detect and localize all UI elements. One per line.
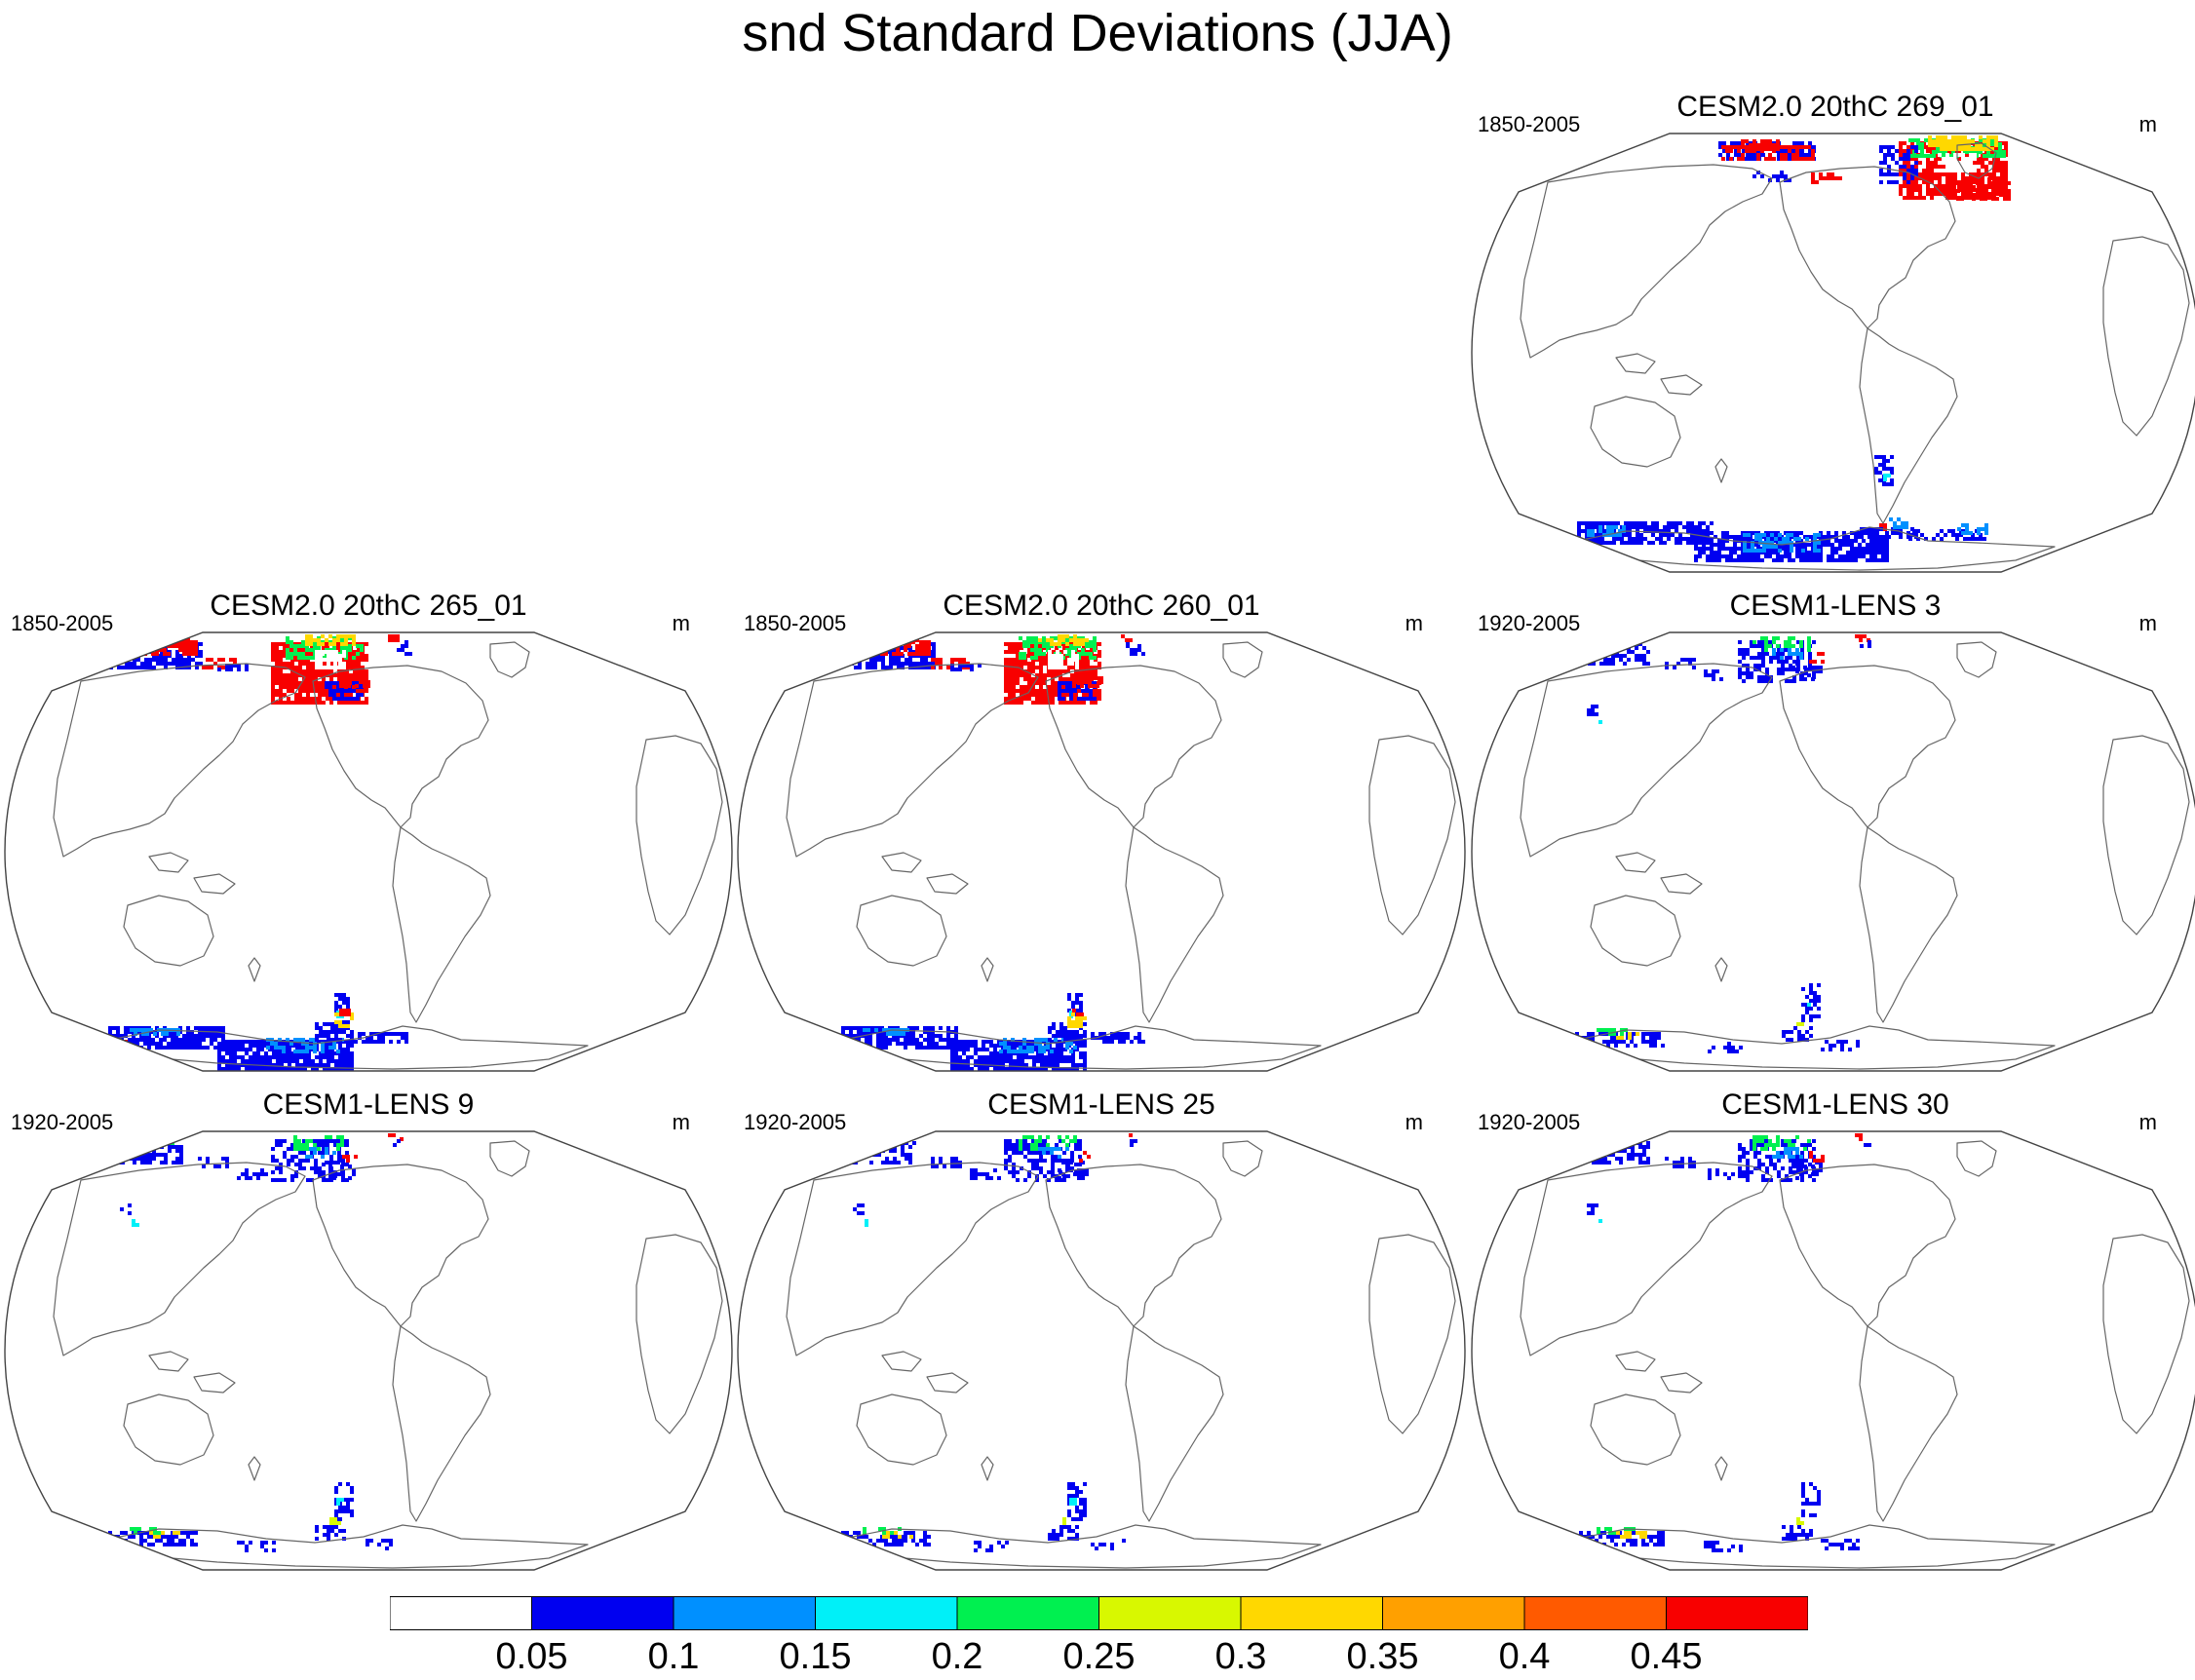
colorbar-swatch: [815, 1596, 958, 1630]
map-outline: [4, 631, 733, 1072]
colorbar-label: 0.25: [1062, 1636, 1136, 1677]
colorbar-label: 0.3: [1214, 1636, 1267, 1677]
coastlines: [1520, 641, 2190, 1070]
panel-period: 1920-2005: [11, 1110, 114, 1134]
colorbar-label: 0.15: [779, 1636, 852, 1677]
panel-period: 1850-2005: [744, 611, 847, 635]
map-outline: [1471, 133, 2195, 573]
world-map: [4, 1130, 733, 1571]
map-background: [5, 1131, 732, 1570]
coastlines: [53, 641, 723, 1070]
colorbar-swatch: [1240, 1596, 1383, 1630]
panel-period: 1920-2005: [1478, 1110, 1581, 1134]
panel-period: 1850-2005: [11, 611, 114, 635]
colorbar-label: 0.4: [1498, 1636, 1551, 1677]
coastlines: [1520, 142, 2190, 571]
panel-title: CESM2.0 20thC 265_01: [210, 590, 527, 622]
colorbar-swatch: [673, 1596, 816, 1630]
panel-unit: m: [2138, 1110, 2157, 1134]
map-panel-lens-30: CESM1-LENS 30 1920-2005 m: [1470, 1088, 2195, 1581]
colorbar-swatch: [390, 1596, 532, 1630]
map-panel-lens-3: CESM1-LENS 3 1920-2005 m: [1470, 590, 2195, 1082]
panel-title: CESM2.0 20thC 260_01: [943, 590, 1260, 622]
panel-title: CESM1-LENS 3: [1729, 590, 1942, 622]
snow-field: [105, 634, 412, 1071]
map-background: [1472, 1131, 2195, 1570]
panel-title: CESM1-LENS 25: [987, 1088, 1215, 1121]
colorbar-label: 0.2: [931, 1636, 983, 1677]
map-outline: [1471, 631, 2195, 1072]
colorbar: [390, 1596, 1808, 1630]
world-map: [4, 631, 733, 1072]
map-outline: [737, 1130, 1466, 1571]
map-panel-265-01: CESM2.0 20thC 265_01 1850-2005 m: [3, 590, 734, 1082]
panel-title: CESM2.0 20thC 269_01: [1676, 91, 1994, 123]
world-map: [1471, 133, 2195, 573]
colorbar-swatch: [1382, 1596, 1525, 1630]
map-panel-269-01: CESM2.0 20thC 269_01 1850-2005 m: [1470, 91, 2195, 583]
panel-period: 1850-2005: [1478, 112, 1581, 136]
map-panel-lens-25: CESM1-LENS 25 1920-2005 m: [736, 1088, 1467, 1581]
colorbar-label: 0.05: [495, 1636, 568, 1677]
panel-unit: m: [1405, 1110, 1423, 1134]
panel-unit: m: [2138, 112, 2157, 136]
map-outline: [737, 631, 1466, 1072]
figure-title: snd Standard Deviations (JJA): [742, 4, 1453, 62]
world-map: [737, 631, 1466, 1072]
map-outline: [1471, 1130, 2195, 1571]
panel-unit: m: [1405, 611, 1423, 635]
world-map: [1471, 1130, 2195, 1571]
snow-field: [1577, 135, 2066, 562]
panel-unit: m: [672, 611, 690, 635]
panel-title: CESM1-LENS 9: [262, 1088, 475, 1121]
map-background: [1472, 632, 2195, 1071]
panel-unit: m: [2138, 611, 2157, 635]
coastlines: [786, 641, 1456, 1070]
panel-period: 1920-2005: [1478, 611, 1581, 635]
map-background: [738, 632, 1465, 1071]
map-outline: [4, 1130, 733, 1571]
panel-unit: m: [672, 1110, 690, 1134]
colorbar-label: 0.35: [1346, 1636, 1419, 1677]
map-background: [1472, 134, 2195, 572]
world-map: [737, 1130, 1466, 1571]
coastlines: [786, 1140, 1456, 1569]
map-background: [738, 1131, 1465, 1570]
colorbar-swatch: [1666, 1596, 1808, 1630]
colorbar-label: 0.1: [647, 1636, 700, 1677]
world-map: [1471, 631, 2195, 1072]
panel-period: 1920-2005: [744, 1110, 847, 1134]
colorbar-label: 0.45: [1630, 1636, 1703, 1677]
snow-field: [838, 634, 1145, 1071]
map-panel-lens-9: CESM1-LENS 9 1920-2005 m: [3, 1088, 734, 1581]
coastlines: [1520, 1140, 2190, 1569]
coastlines: [53, 1140, 723, 1569]
colorbar-swatch: [956, 1596, 1099, 1630]
map-background: [5, 632, 732, 1071]
colorbar-swatch: [1098, 1596, 1242, 1630]
colorbar-swatch: [531, 1596, 674, 1630]
colorbar-swatch: [1523, 1596, 1667, 1630]
map-panel-260-01: CESM2.0 20thC 260_01 1850-2005 m: [736, 590, 1467, 1082]
panel-title: CESM1-LENS 30: [1721, 1088, 1949, 1121]
